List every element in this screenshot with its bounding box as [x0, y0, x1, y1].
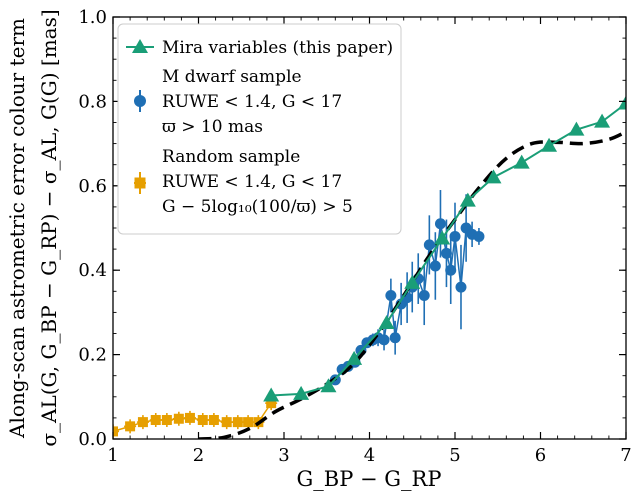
mdwarf-point [434, 190, 446, 258]
mira-marker [568, 121, 585, 136]
mira-marker [434, 230, 451, 245]
x-tick-label: 6 [535, 445, 546, 466]
legend-random-marker [134, 172, 146, 194]
mira-marker [378, 314, 395, 329]
axis-ticks: 1 2 3 4 5 6 7 0.0 0.2 0.4 0.6 0.8 1.0 [78, 7, 631, 466]
random-marker [125, 421, 136, 432]
mira-marker [513, 154, 530, 169]
mdwarf-marker [418, 290, 430, 302]
mira-marker [594, 113, 611, 128]
random-marker [113, 426, 118, 437]
legend-mdwarf-line1: M dwarf sample [162, 67, 302, 87]
random-marker [161, 415, 172, 426]
mira-marker [293, 385, 310, 400]
random-point [149, 413, 162, 428]
random-marker [184, 412, 195, 423]
legend-mdwarf-marker [134, 90, 146, 112]
random-point [160, 413, 173, 428]
mdwarf-marker [429, 260, 441, 272]
random-marker [266, 398, 277, 409]
mira-marker [404, 274, 421, 289]
mira-marker [485, 169, 502, 184]
random-marker [243, 417, 254, 428]
random-point [136, 415, 149, 430]
x-tick-label: 2 [193, 445, 204, 466]
x-tick-label: 3 [278, 445, 289, 466]
random-point [113, 424, 119, 439]
y-tick-label: 0.2 [78, 345, 107, 366]
mdwarf-marker [389, 332, 401, 344]
legend-random-line1: Random sample [162, 147, 300, 167]
y-tick-label: 0.6 [78, 176, 107, 197]
legend-mdwarf-line3: ϖ > 10 mas [162, 117, 263, 137]
mdwarf-point [389, 320, 401, 355]
y-axis-title-line2: σ_AL(G, G_BP − G_RP) − σ_AL, G(G) [mas] [37, 9, 61, 446]
mira-marker [618, 95, 626, 110]
random-point [220, 415, 233, 430]
random-marker [232, 417, 243, 428]
random-marker [197, 415, 208, 426]
mdwarf-marker [440, 247, 452, 259]
legend-random-line3: G − 5log₁₀(100/ϖ) > 5 [162, 197, 353, 217]
y-tick-label: 0.8 [78, 91, 107, 112]
mira-marker [320, 378, 337, 393]
legend-mira-marker [126, 39, 154, 53]
legend-mdwarf-line2: RUWE < 1.4, G < 17 [162, 92, 342, 112]
y-tick-label: 0.4 [78, 260, 107, 281]
random-marker [150, 415, 161, 426]
y-tick-label: 1.0 [78, 7, 107, 28]
random-point [183, 410, 196, 425]
mira-marker [541, 137, 558, 152]
mdwarf-point [423, 215, 435, 275]
mdwarf-point [378, 329, 390, 351]
x-tick-label: 5 [449, 445, 460, 466]
y-axis-title-line1: Along-scan astrometric error colour term [5, 18, 29, 439]
x-axis-title: G_BP − G_RP [296, 467, 441, 491]
x-tick-label: 7 [620, 445, 631, 466]
mdwarf-marker [423, 239, 435, 251]
mdwarf-marker [473, 230, 485, 242]
mira-marker [346, 350, 363, 365]
plot-clipped-layer [113, 95, 626, 439]
x-tick-label: 1 [107, 445, 118, 466]
mdwarf-marker [434, 218, 446, 230]
mdwarf-point [418, 265, 430, 326]
mdwarf-marker [445, 264, 457, 276]
x-tick-label: 4 [364, 445, 375, 466]
random-point [207, 413, 220, 428]
y-tick-label: 0.0 [78, 429, 107, 450]
mdwarf-point [445, 236, 457, 304]
random-marker [137, 417, 148, 428]
mdwarf-point [449, 202, 461, 271]
mdwarf-marker [455, 281, 467, 293]
random-marker [208, 415, 219, 426]
legend-mira-label: Mira variables (this paper) [162, 38, 393, 58]
random-point [196, 413, 209, 428]
mdwarf-marker [449, 230, 461, 242]
legend-frame [117, 23, 402, 235]
legend-random-line2: RUWE < 1.4, G < 17 [162, 172, 342, 192]
mdwarf-marker [385, 290, 397, 302]
mdwarf-marker [378, 334, 390, 346]
mira-marker [459, 192, 476, 207]
mira-marker [263, 387, 280, 402]
random-point [242, 415, 255, 430]
random-marker [173, 413, 184, 424]
random-marker [221, 417, 232, 428]
random-point [172, 411, 185, 426]
mdwarf-point [455, 244, 467, 330]
random-point [231, 415, 244, 430]
mdwarf-point [473, 228, 485, 245]
random-point [124, 419, 137, 434]
mdwarf-point [385, 278, 397, 313]
plot-data-layer [113, 95, 626, 439]
legend: Mira variables (this paper) M dwarf samp… [117, 23, 402, 235]
